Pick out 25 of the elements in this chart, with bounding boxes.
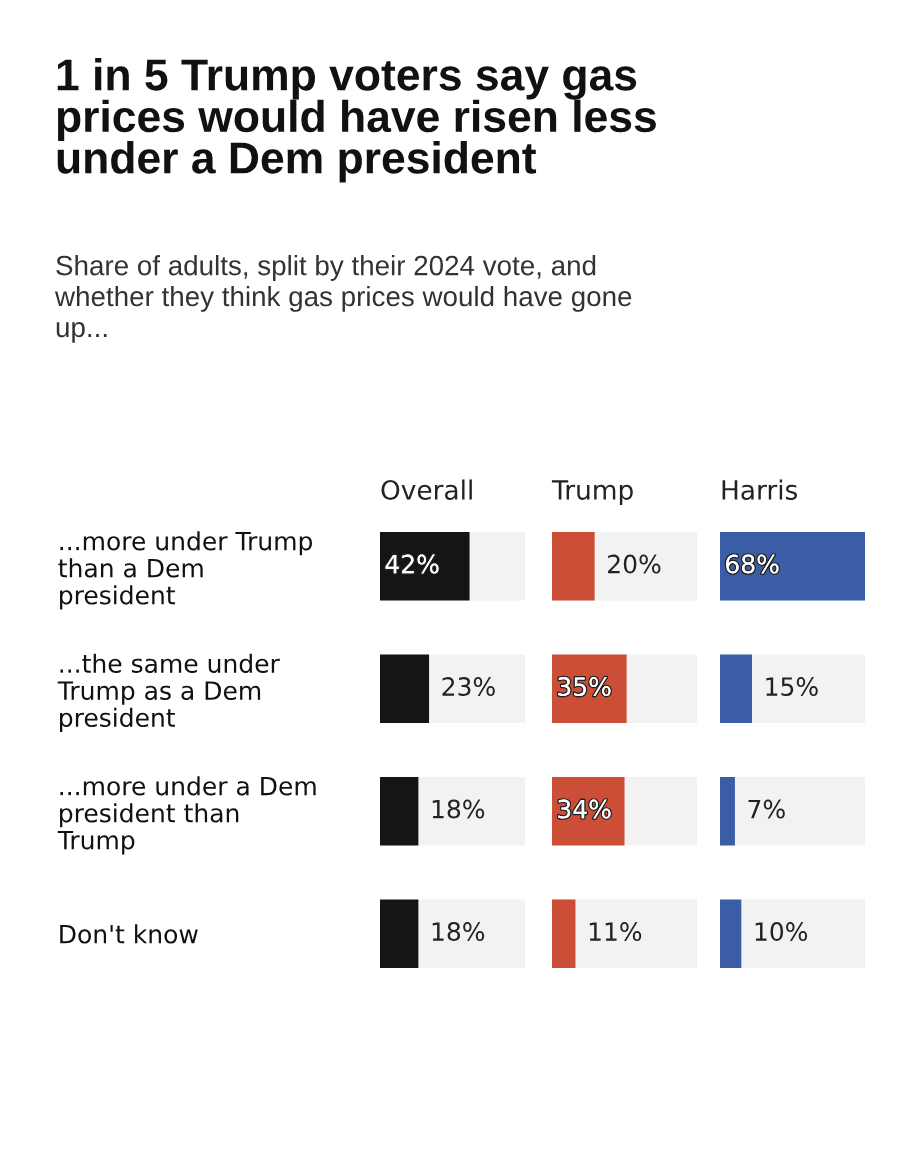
data-label: 11%: [589, 922, 642, 941]
data-label: 10%: [755, 922, 808, 941]
data-label: 35%: [558, 677, 611, 696]
chart-title: Overall: [381, 479, 472, 500]
data-label: 15%: [766, 677, 818, 696]
bar: [720, 654, 752, 724]
text: Share of adults, split by their 2024 vote, and whether they think gas prices would have gone up...: [54, 255, 632, 343]
data-label: 34%: [558, 799, 611, 819]
bar: [552, 899, 576, 969]
data-label: 68%: [726, 554, 779, 574]
bar: [720, 776, 735, 846]
y-tick-label: Don't know: [60, 924, 198, 944]
y-tick-label: ...more under a Dem president than Trump: [57, 776, 316, 855]
data-label: 23%: [442, 677, 495, 696]
data-label: 7%: [748, 799, 785, 819]
data-label: 20%: [608, 554, 661, 574]
data-label: 18%: [432, 922, 485, 941]
chart-title: Trump: [551, 480, 633, 505]
data-label: 18%: [432, 799, 485, 819]
y-tick-label: ...more under Trump than a Dem president: [58, 531, 313, 610]
data-label: 42%: [385, 554, 439, 574]
y-tick-label: ...the same under Trump as a Dem president: [57, 653, 280, 732]
text: 1 in 5 Trump voters say gas prices would have risen less under a Dem president: [57, 58, 656, 183]
bar: [720, 899, 742, 969]
chart-title: Harris: [722, 479, 798, 500]
